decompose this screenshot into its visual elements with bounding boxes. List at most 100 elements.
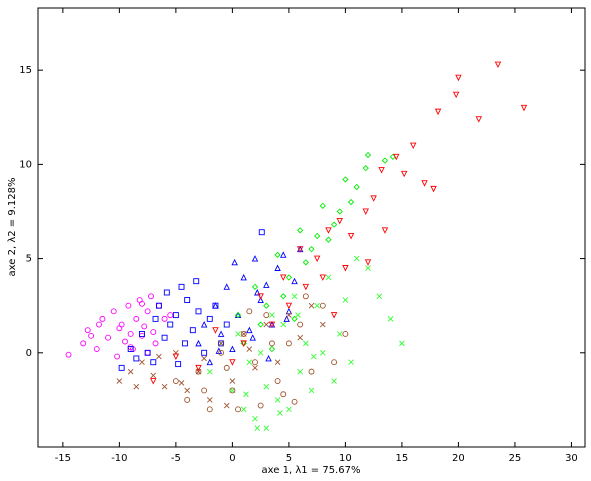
- point: [302, 283, 310, 291]
- point: [325, 274, 332, 281]
- point: [257, 402, 264, 409]
- point: [336, 208, 343, 215]
- y-tick-label: 5: [26, 254, 32, 265]
- point: [257, 321, 264, 328]
- point: [258, 229, 265, 236]
- point: [348, 359, 354, 366]
- point: [257, 293, 264, 300]
- point: [206, 368, 213, 375]
- point: [455, 74, 462, 82]
- point: [161, 383, 168, 390]
- point: [246, 359, 253, 366]
- point: [400, 170, 408, 178]
- point: [252, 415, 258, 422]
- point: [116, 325, 123, 332]
- x-tick-label: 0: [229, 453, 235, 464]
- y-tick-label: 10: [19, 159, 32, 170]
- point: [269, 312, 275, 318]
- point: [393, 153, 400, 161]
- x-tick-label: -10: [111, 453, 127, 464]
- point: [195, 339, 202, 347]
- point: [229, 378, 236, 384]
- point: [212, 327, 219, 334]
- point: [274, 397, 281, 403]
- point: [139, 331, 145, 337]
- point: [302, 259, 309, 266]
- point: [218, 340, 224, 347]
- point: [178, 283, 185, 290]
- point: [347, 198, 355, 206]
- point: [263, 383, 270, 390]
- point: [286, 312, 292, 318]
- point: [246, 326, 253, 334]
- point: [314, 232, 321, 240]
- point: [217, 330, 225, 337]
- point: [155, 302, 162, 309]
- point: [342, 297, 349, 303]
- point: [434, 108, 442, 116]
- point: [167, 321, 174, 328]
- point: [308, 387, 315, 394]
- point: [251, 283, 259, 290]
- point: [285, 274, 293, 281]
- x-tick-label: 10: [339, 453, 352, 464]
- point: [195, 368, 202, 375]
- point: [254, 425, 261, 431]
- point: [150, 378, 157, 385]
- point: [283, 315, 290, 322]
- point: [252, 359, 258, 366]
- point: [163, 289, 170, 296]
- point: [319, 349, 326, 356]
- point: [381, 227, 389, 234]
- point: [409, 142, 417, 150]
- point: [387, 316, 394, 322]
- point: [257, 349, 264, 356]
- point: [302, 293, 309, 300]
- point: [378, 167, 385, 174]
- point: [353, 255, 360, 262]
- point: [116, 378, 123, 384]
- point: [286, 406, 292, 413]
- point: [201, 349, 208, 356]
- point: [218, 340, 225, 347]
- point: [201, 355, 207, 362]
- point: [280, 293, 287, 300]
- point: [206, 315, 213, 322]
- point: [152, 315, 159, 322]
- point: [193, 278, 200, 285]
- point: [280, 391, 287, 398]
- point: [308, 368, 315, 375]
- point: [291, 315, 298, 323]
- point: [381, 157, 389, 164]
- point: [80, 340, 87, 347]
- point: [295, 312, 301, 318]
- point: [365, 265, 371, 271]
- point: [172, 312, 179, 319]
- x-tick-label: -5: [171, 453, 181, 464]
- point: [319, 302, 326, 309]
- point: [251, 255, 259, 262]
- point: [167, 312, 174, 319]
- point: [184, 387, 191, 394]
- point: [268, 340, 275, 347]
- point: [229, 345, 236, 352]
- point: [195, 364, 202, 372]
- point: [342, 331, 349, 337]
- point: [229, 359, 236, 366]
- point: [139, 359, 145, 366]
- point: [195, 368, 202, 375]
- point: [231, 258, 238, 266]
- point: [240, 340, 247, 347]
- point: [520, 104, 528, 112]
- point: [110, 308, 117, 315]
- point: [84, 327, 91, 334]
- point: [297, 321, 304, 328]
- point: [280, 251, 287, 258]
- point: [277, 410, 283, 416]
- point: [235, 406, 241, 413]
- point: [362, 208, 369, 215]
- point: [201, 387, 208, 394]
- point: [313, 255, 321, 263]
- point: [156, 353, 162, 360]
- point: [370, 195, 377, 202]
